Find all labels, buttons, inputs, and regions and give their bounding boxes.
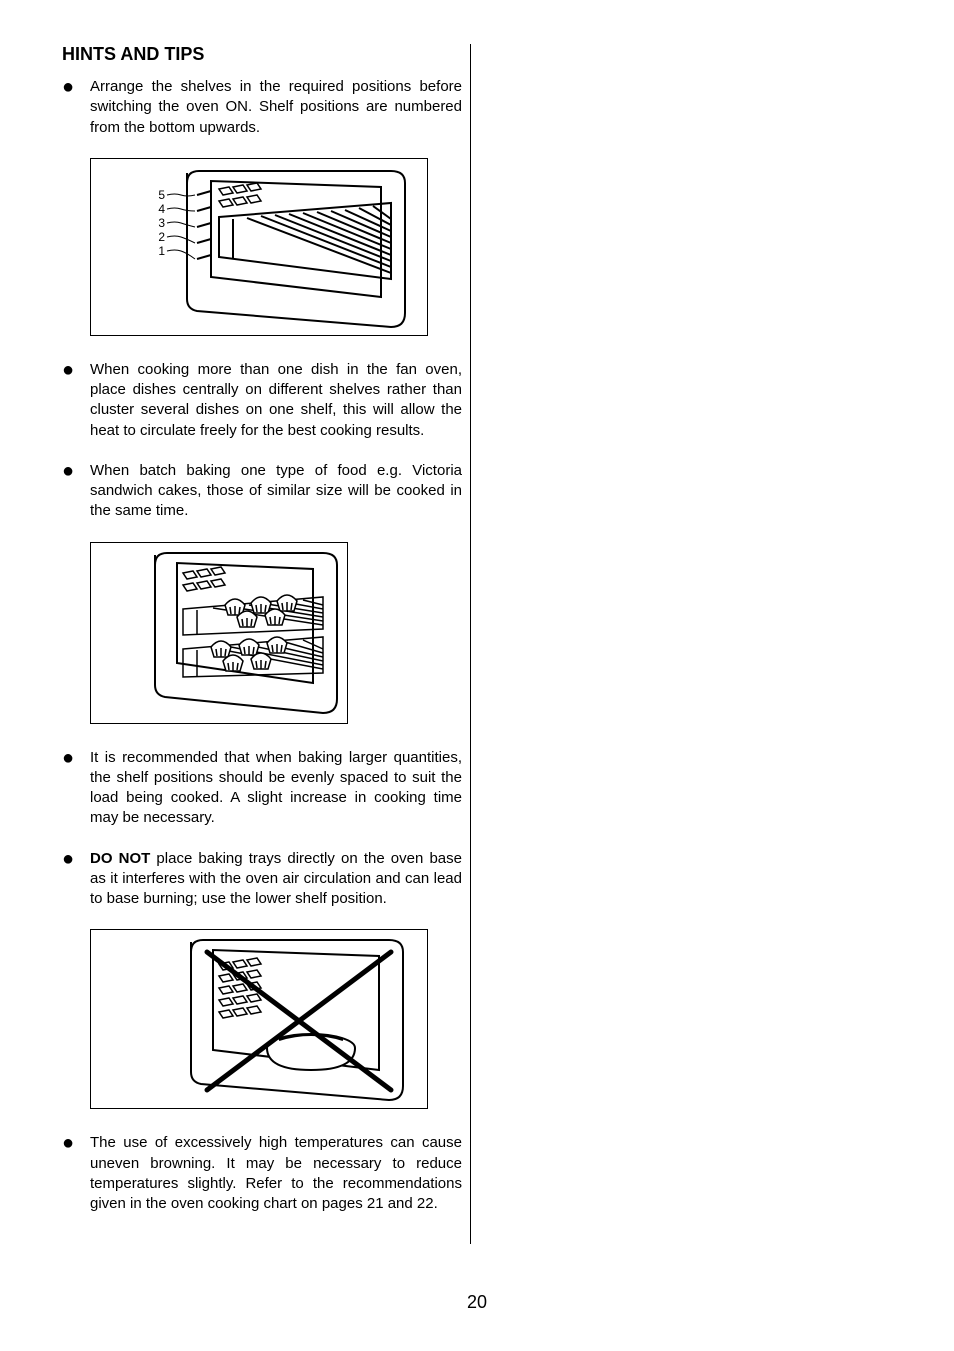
bullet-strong-prefix: DO NOT	[90, 850, 150, 867]
bullet-list: It is recommended that when baking large…	[62, 748, 462, 910]
bullet-item: DO NOT place baking trays directly on th…	[62, 849, 462, 910]
column-divider	[470, 44, 471, 1244]
shelf-label-4: 4	[158, 202, 165, 216]
batch-baking-svg	[91, 543, 347, 723]
page-number: 20	[0, 1292, 954, 1313]
bullet-list: When cooking more than one dish in the f…	[62, 360, 462, 522]
bullet-text: Arrange the shelves in the required posi…	[90, 78, 462, 136]
figure-shelf-positions: 5 4 3 2 1	[90, 158, 428, 336]
bullet-item: The use of excessively high temperatures…	[62, 1133, 462, 1214]
bullet-text: When cooking more than one dish in the f…	[90, 361, 462, 439]
shelf-positions-svg: 5 4 3 2 1	[91, 159, 427, 335]
left-column: HINTS AND TIPS Arrange the shelves in th…	[62, 44, 462, 1234]
do-not-base-svg	[91, 930, 427, 1108]
shelf-label-1: 1	[158, 244, 165, 258]
shelf-label-3: 3	[158, 216, 165, 230]
bullet-item: When batch baking one type of food e.g. …	[62, 461, 462, 522]
figure-batch-baking	[90, 542, 348, 724]
bullet-list: Arrange the shelves in the required posi…	[62, 77, 462, 138]
bullet-text: It is recommended that when baking large…	[90, 749, 462, 827]
bullet-text: When batch baking one type of food e.g. …	[90, 462, 462, 520]
shelf-label-5: 5	[158, 188, 165, 202]
bullet-text: The use of excessively high temperatures…	[90, 1134, 462, 1212]
bullet-item: Arrange the shelves in the required posi…	[62, 77, 462, 138]
figure-do-not-base	[90, 929, 428, 1109]
bullet-item: When cooking more than one dish in the f…	[62, 360, 462, 441]
shelf-label-2: 2	[158, 230, 165, 244]
page: HINTS AND TIPS Arrange the shelves in th…	[0, 0, 954, 1351]
bullet-item: It is recommended that when baking large…	[62, 748, 462, 829]
bullet-list: The use of excessively high temperatures…	[62, 1133, 462, 1214]
section-heading: HINTS AND TIPS	[62, 44, 462, 65]
